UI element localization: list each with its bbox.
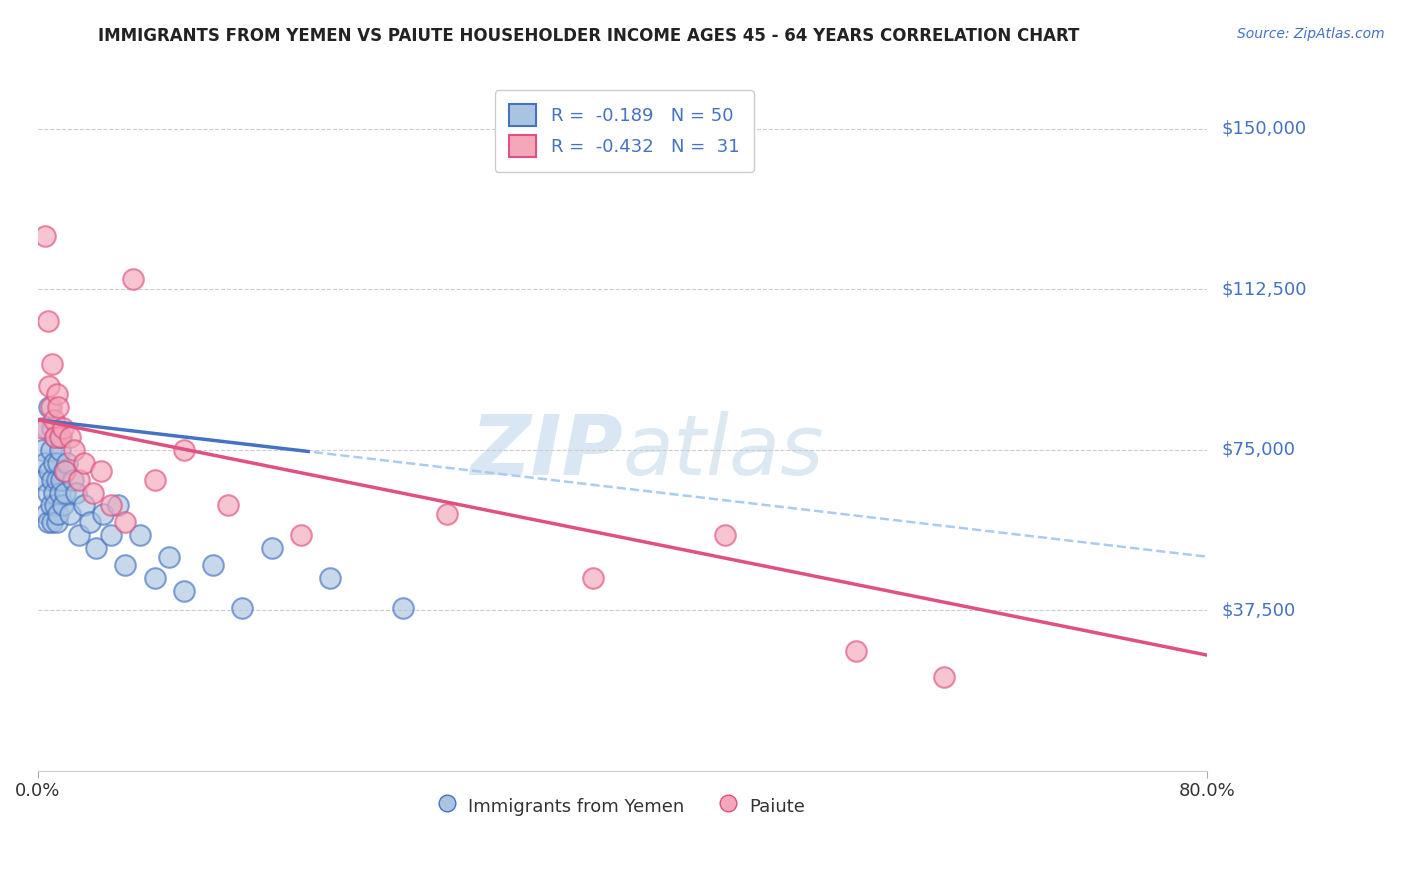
Point bbox=[38, 378, 60, 392]
Point bbox=[65, 485, 87, 500]
Point bbox=[143, 571, 166, 585]
Point bbox=[62, 473, 84, 487]
Point bbox=[114, 558, 136, 573]
Point bbox=[73, 499, 96, 513]
Point bbox=[173, 584, 195, 599]
Text: IMMIGRANTS FROM YEMEN VS PAIUTE HOUSEHOLDER INCOME AGES 45 - 64 YEARS CORRELATIO: IMMIGRANTS FROM YEMEN VS PAIUTE HOUSEHOL… bbox=[98, 27, 1080, 45]
Point bbox=[41, 473, 63, 487]
Point bbox=[31, 442, 53, 457]
Point bbox=[143, 473, 166, 487]
Point bbox=[45, 473, 67, 487]
Point bbox=[44, 430, 66, 444]
Point bbox=[714, 528, 737, 542]
Point bbox=[37, 485, 59, 500]
Point bbox=[202, 558, 225, 573]
Point bbox=[49, 430, 72, 444]
Point bbox=[129, 528, 152, 542]
Point bbox=[107, 499, 129, 513]
Point bbox=[34, 456, 56, 470]
Point bbox=[38, 464, 60, 478]
Point bbox=[67, 528, 90, 542]
Point bbox=[290, 528, 312, 542]
Point bbox=[42, 413, 65, 427]
Point bbox=[42, 456, 65, 470]
Point bbox=[217, 499, 239, 513]
Point bbox=[37, 314, 59, 328]
Text: Source: ZipAtlas.com: Source: ZipAtlas.com bbox=[1237, 27, 1385, 41]
Point bbox=[46, 400, 69, 414]
Point bbox=[173, 442, 195, 457]
Point bbox=[260, 541, 283, 556]
Point bbox=[55, 485, 77, 500]
Text: $112,500: $112,500 bbox=[1222, 280, 1306, 298]
Point bbox=[38, 400, 60, 414]
Point bbox=[73, 456, 96, 470]
Point bbox=[48, 485, 70, 500]
Point bbox=[41, 516, 63, 530]
Point bbox=[39, 499, 62, 513]
Point bbox=[67, 473, 90, 487]
Point bbox=[84, 541, 107, 556]
Point bbox=[392, 601, 415, 615]
Point bbox=[932, 669, 955, 683]
Point bbox=[49, 473, 72, 487]
Point bbox=[39, 442, 62, 457]
Point bbox=[114, 516, 136, 530]
Point bbox=[63, 442, 86, 457]
Point bbox=[90, 464, 112, 478]
Point bbox=[45, 516, 67, 530]
Point bbox=[41, 357, 63, 371]
Point bbox=[231, 601, 253, 615]
Point bbox=[100, 528, 122, 542]
Point bbox=[82, 485, 104, 500]
Point bbox=[34, 228, 56, 243]
Text: $75,000: $75,000 bbox=[1222, 441, 1295, 458]
Point bbox=[100, 499, 122, 513]
Point bbox=[35, 507, 58, 521]
Point bbox=[59, 430, 82, 444]
Point bbox=[37, 516, 59, 530]
Text: ZIP: ZIP bbox=[470, 411, 623, 492]
Point bbox=[93, 507, 115, 521]
Point bbox=[157, 549, 180, 564]
Point bbox=[56, 456, 79, 470]
Point bbox=[44, 430, 66, 444]
Point bbox=[55, 464, 77, 478]
Point bbox=[48, 430, 70, 444]
Text: atlas: atlas bbox=[623, 411, 824, 492]
Point bbox=[51, 499, 73, 513]
Point bbox=[53, 464, 76, 478]
Point bbox=[51, 421, 73, 435]
Point bbox=[59, 507, 82, 521]
Point bbox=[31, 421, 53, 435]
Point bbox=[582, 571, 605, 585]
Point bbox=[46, 456, 69, 470]
Point bbox=[121, 271, 143, 285]
Legend: Immigrants from Yemen, Paiute: Immigrants from Yemen, Paiute bbox=[432, 788, 813, 824]
Point bbox=[48, 442, 70, 457]
Text: $37,500: $37,500 bbox=[1222, 601, 1295, 619]
Point bbox=[845, 644, 868, 658]
Point bbox=[42, 485, 65, 500]
Point bbox=[79, 516, 101, 530]
Point bbox=[41, 421, 63, 435]
Point bbox=[46, 507, 69, 521]
Point bbox=[44, 499, 66, 513]
Point bbox=[319, 571, 342, 585]
Point bbox=[35, 421, 58, 435]
Point bbox=[32, 473, 55, 487]
Point bbox=[39, 400, 62, 414]
Point bbox=[436, 507, 458, 521]
Point bbox=[45, 387, 67, 401]
Text: $150,000: $150,000 bbox=[1222, 120, 1306, 137]
